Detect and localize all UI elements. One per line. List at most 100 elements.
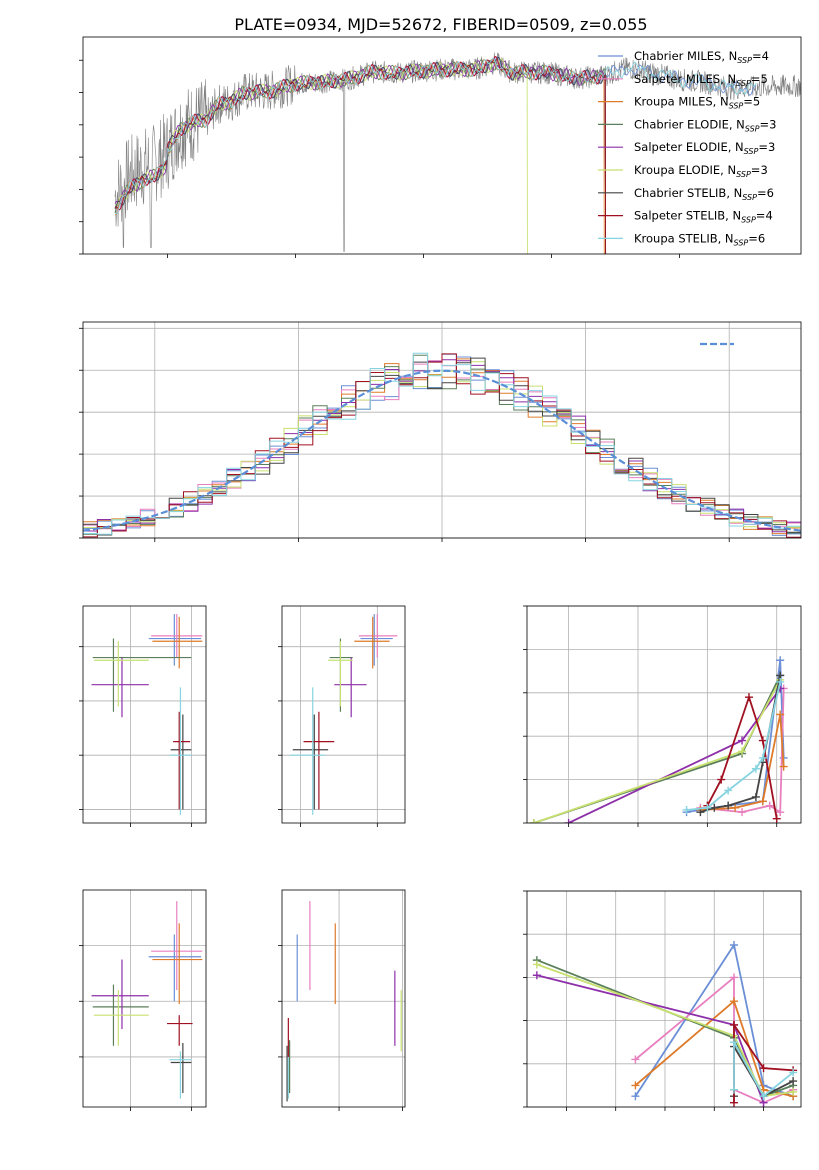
legend-model-name: Chabrier STELIB xyxy=(634,186,726,200)
mass-weight-marker-8-4 xyxy=(758,753,767,762)
legend-nssp-prefix: , N xyxy=(721,49,737,63)
legend-model-name: Kroupa MILES xyxy=(634,95,713,109)
legend-nssp-equals: = xyxy=(752,49,762,63)
axes-residuals xyxy=(79,322,801,542)
mass-weight-marker-4-1 xyxy=(738,736,747,745)
mass-weight-marker-0-3 xyxy=(776,656,785,665)
legend-entry-2: Kroupa MILES, NSSP=5 xyxy=(634,95,760,111)
mass-weight-marker-1-0 xyxy=(631,1055,640,1064)
mass-weight-marker-2-4 xyxy=(779,762,788,771)
normal-distribution-curve xyxy=(83,369,801,532)
legend-entry-3: Chabrier ELODIE, NSSP=3 xyxy=(634,117,776,133)
plot-frame-mass-vs-extinction xyxy=(281,889,406,1108)
legend-model-name: Chabrier ELODIE xyxy=(634,117,729,131)
legend-nssp-subscript: SSP xyxy=(737,56,752,65)
legend-nssp-equals: = xyxy=(748,231,758,245)
mass-weight-marker-0-1 xyxy=(729,941,738,949)
mass-weight-marker-6-1 xyxy=(710,803,719,812)
mass-weight-marker-2-0 xyxy=(631,1081,640,1090)
mass-weight-marker-1-1 xyxy=(738,808,747,817)
mass-weight-marker-6-0 xyxy=(696,808,705,817)
legend-nssp-subscript: SSP xyxy=(736,79,751,88)
legend-nssp-prefix: , N xyxy=(726,186,742,200)
model-spectrum-3 xyxy=(114,59,607,254)
figure-title: PLATE=0934, MJD=52672, FIBERID=0509, z=0… xyxy=(234,15,647,34)
legend-nssp-equals: = xyxy=(751,163,761,177)
plot-frame-age-vs-metallicity xyxy=(82,605,207,824)
plot-frame-spectrum xyxy=(82,36,802,255)
errorbars-mass-vs-metallicity xyxy=(91,901,203,1099)
legend-nssp-value: 5 xyxy=(753,95,760,109)
mass-weight-marker-2-3 xyxy=(776,710,785,719)
mass-weight-marker-7-1 xyxy=(717,775,726,784)
histograms xyxy=(83,352,801,538)
plot-frame-mass-weight-vs-metallicity xyxy=(526,890,802,1108)
mass-weight-marker-1-2 xyxy=(765,801,774,810)
axes-mass-vs-metallicity xyxy=(79,890,206,1111)
legend-nssp-subscript: SSP xyxy=(744,147,759,156)
mass-weight-marker-0-0 xyxy=(631,1092,640,1101)
mass-weight-marker-7-3 xyxy=(758,736,767,745)
mass-weight-marker-5-1 xyxy=(738,747,747,756)
legend-nssp-equals: = xyxy=(760,117,770,131)
mass-weight-marker-7-0 xyxy=(729,1098,738,1107)
plot-frame-age-vs-mass xyxy=(281,605,406,824)
legend-nssp-equals: = xyxy=(751,72,761,86)
errorbars-age-vs-metallicity xyxy=(91,614,203,815)
legend-nssp-value: 3 xyxy=(760,163,767,177)
legend-model-name: Salpeter STELIB xyxy=(634,209,725,223)
legend-nssp-subscript: SSP xyxy=(734,238,749,247)
residual-histogram-6 xyxy=(83,357,801,536)
mass-weight-marker-5-0 xyxy=(532,960,541,969)
mass-weight-marker-2-2 xyxy=(758,797,767,806)
axes-age-vs-mass xyxy=(278,606,405,827)
legend-nssp-equals: = xyxy=(757,186,767,200)
mass-weight-marker-1-1 xyxy=(729,973,738,982)
model-spectrum-7 xyxy=(114,55,607,254)
mass-weight-marker-5-0 xyxy=(529,819,538,823)
mass-weight-line-5 xyxy=(536,963,794,1098)
model-spectrum-8 xyxy=(114,57,757,215)
legend-nssp-subscript: SSP xyxy=(729,102,744,111)
legend-model-name: Kroupa STELIB xyxy=(634,231,718,245)
mass-weight-marker-1-3 xyxy=(776,808,785,817)
legend-entry-6: Chabrier STELIB, NSSP=6 xyxy=(634,186,774,202)
legend-nssp-equals: = xyxy=(756,209,766,223)
axes-spectrum xyxy=(79,59,680,258)
mass-weight-marker-7-1 xyxy=(729,1020,738,1029)
legend-nssp-prefix: , N xyxy=(718,231,734,245)
legend-model-name: Chabrier MILES xyxy=(634,49,721,63)
mass-weight-marker-8-2 xyxy=(759,1092,768,1101)
legend-nssp-prefix: , N xyxy=(725,209,741,223)
mass-weight-line-8 xyxy=(733,1041,794,1098)
mass-weight-marker-8-0 xyxy=(729,1085,738,1094)
legend-model-name: Salpeter ELODIE xyxy=(634,140,728,154)
legend-model-name: Salpeter MILES xyxy=(634,72,720,86)
mass-weight-marker-8-1 xyxy=(729,1038,738,1047)
mass-weight-line-4 xyxy=(536,974,765,1104)
legend-entry-4: Salpeter ELODIE, NSSP=3 xyxy=(634,140,775,156)
mass-weight-marker-2-1 xyxy=(731,803,740,812)
mass-weight-line-6 xyxy=(700,675,782,813)
legend-nssp-value: 3 xyxy=(768,140,775,154)
mass-weight-marker-2-1 xyxy=(729,997,738,1006)
plot-frame-mass-vs-metallicity xyxy=(82,889,207,1108)
mass-weight-marker-4-0 xyxy=(532,971,541,980)
legend-nssp-value: 4 xyxy=(762,49,769,63)
legend-nssp-prefix: , N xyxy=(720,72,736,86)
mass-weight-marker-7-4 xyxy=(772,814,781,823)
axes-age-vs-metallicity xyxy=(79,606,206,827)
mass-weight-marker-8-3 xyxy=(751,764,760,773)
legend-nssp-equals: = xyxy=(743,95,753,109)
legend-nssp-prefix: , N xyxy=(720,163,736,177)
mass-weight-marker-4-0 xyxy=(564,819,573,823)
series-mass-weight-vs-metallicity xyxy=(532,941,798,1107)
legend-nssp-value: 5 xyxy=(760,72,767,86)
mass-weight-marker-6-3 xyxy=(789,1077,798,1086)
errorbars-mass-vs-extinction xyxy=(286,901,402,1102)
axes-mass-vs-extinction xyxy=(278,890,405,1111)
mass-weight-marker-7-2 xyxy=(744,693,753,702)
legend-entry-1: Salpeter MILES, NSSP=5 xyxy=(634,72,768,88)
legend-model-name: Kroupa ELODIE xyxy=(634,163,720,177)
plot-frame-mass-weight-vs-age xyxy=(526,605,802,824)
